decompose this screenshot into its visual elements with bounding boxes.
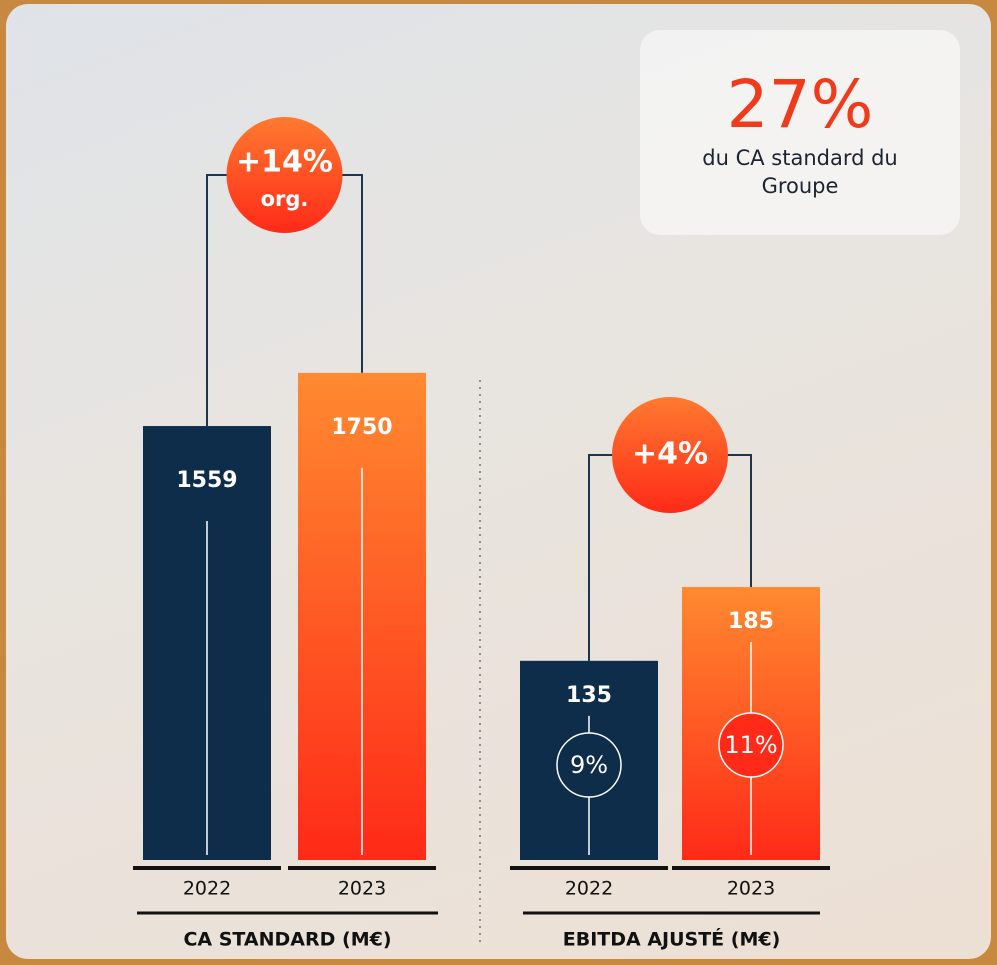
growth-label: +14%: [236, 145, 333, 180]
highlight-value: 27%: [640, 70, 960, 140]
x-tick-label: 2023: [727, 878, 775, 900]
x-tick-label: 2022: [183, 878, 231, 900]
page: 1559 2022 1750 2023 +14% org. CA STANDARD (M€)…: [0, 0, 997, 965]
growth-note: org.: [261, 187, 309, 211]
highlight-box: 27% du CA standard du Groupe: [640, 30, 960, 235]
bar-value-label: 1750: [331, 415, 392, 440]
highlight-text: du CA standard du Groupe: [640, 144, 960, 200]
growth-label: +4%: [632, 437, 708, 472]
bar-value-label: 135: [566, 683, 612, 708]
x-tick-label: 2023: [338, 878, 386, 900]
x-tick-label: 2022: [565, 878, 613, 900]
margin-label: 9%: [570, 751, 608, 779]
bar-value-label: 1559: [176, 468, 237, 493]
bar-value-label: 185: [728, 609, 774, 634]
x-axis-label: EBITDA AJUSTÉ (M€): [563, 928, 781, 951]
x-axis-label: CA STANDARD (M€): [183, 929, 391, 951]
margin-label: 11%: [724, 731, 777, 759]
